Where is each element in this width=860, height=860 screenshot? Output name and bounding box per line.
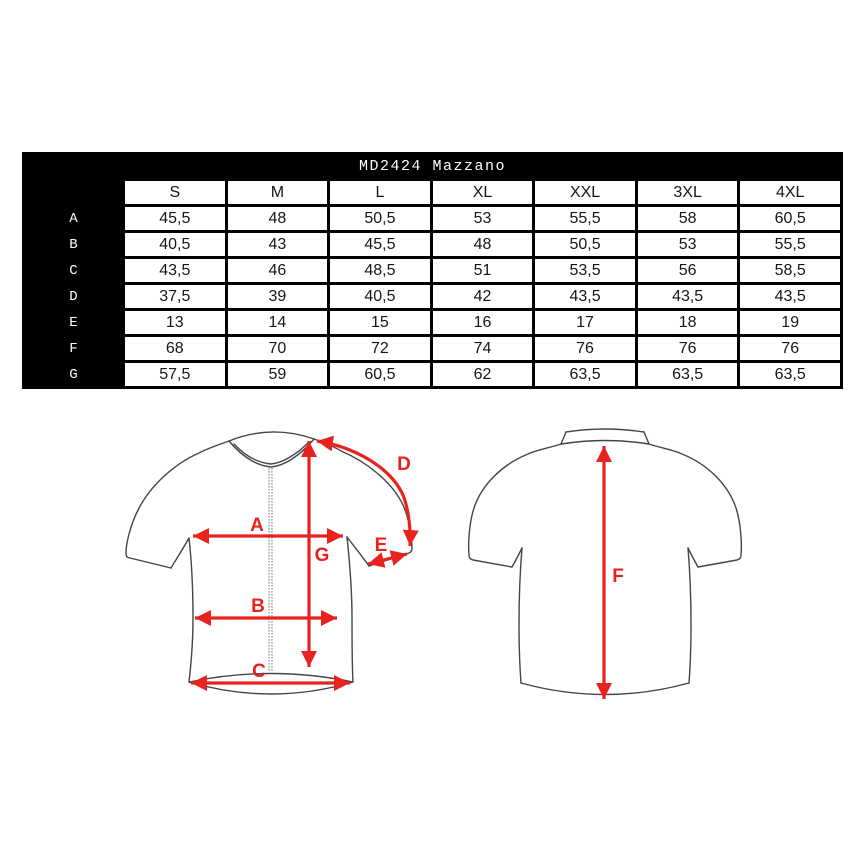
- size-value-cell: 16: [432, 311, 533, 334]
- size-value-cell: 43,5: [125, 259, 225, 282]
- size-value-cell: 15: [330, 311, 430, 334]
- size-value-cell: 55,5: [535, 207, 635, 230]
- size-value-cell: 45,5: [125, 207, 225, 230]
- measure-arrow-e: E: [367, 535, 408, 568]
- measure-arrow-d: D: [316, 435, 419, 547]
- column-header: 3XL: [637, 181, 738, 204]
- column-header: XXL: [535, 181, 635, 204]
- size-value-cell: 51: [432, 259, 533, 282]
- size-value-cell: 18: [637, 311, 738, 334]
- column-header: XL: [432, 181, 533, 204]
- row-label: F: [25, 337, 122, 360]
- size-value-cell: 42: [432, 285, 533, 308]
- size-value-cell: 60,5: [330, 363, 430, 386]
- size-value-cell: 56: [637, 259, 738, 282]
- row-label: B: [25, 233, 122, 256]
- size-chart-table: MD2424 Mazzano S M L XL XXL 3XL 4XL A 45,5 48 50,5…: [22, 152, 843, 389]
- size-value-cell: 48,5: [330, 259, 430, 282]
- column-header: S: [125, 181, 225, 204]
- size-value-cell: 76: [740, 337, 840, 360]
- table-corner-cell: [25, 181, 122, 204]
- size-value-cell: 74: [432, 337, 533, 360]
- column-header: M: [227, 181, 328, 204]
- size-value-cell: 63,5: [740, 363, 840, 386]
- size-value-cell: 72: [330, 337, 430, 360]
- row-label: D: [25, 285, 122, 308]
- row-label: A: [25, 207, 122, 230]
- size-value-cell: 60,5: [740, 207, 840, 230]
- measure-arrow-b: B: [195, 596, 337, 626]
- size-value-cell: 13: [125, 311, 225, 334]
- measure-arrow-g: G: [301, 441, 330, 667]
- size-value-cell: 68: [125, 337, 225, 360]
- size-value-cell: 14: [227, 311, 328, 334]
- column-header: 4XL: [740, 181, 840, 204]
- size-value-cell: 53: [432, 207, 533, 230]
- measure-label-e: E: [375, 535, 388, 556]
- size-value-cell: 62: [432, 363, 533, 386]
- size-value-cell: 50,5: [535, 233, 635, 256]
- size-value-cell: 39: [227, 285, 328, 308]
- size-value-cell: 43,5: [740, 285, 840, 308]
- measure-arrow-f: F: [596, 446, 624, 699]
- size-value-cell: 46: [227, 259, 328, 282]
- table-title: MD2424 Mazzano: [25, 155, 840, 178]
- size-value-cell: 58: [637, 207, 738, 230]
- measure-arrow-c: C: [191, 661, 350, 691]
- size-value-cell: 37,5: [125, 285, 225, 308]
- size-value-cell: 43: [227, 233, 328, 256]
- size-value-cell: 70: [227, 337, 328, 360]
- size-value-cell: 76: [637, 337, 738, 360]
- size-value-cell: 45,5: [330, 233, 430, 256]
- size-value-cell: 76: [535, 337, 635, 360]
- row-label: C: [25, 259, 122, 282]
- measure-arrow-a: A: [193, 515, 343, 544]
- size-value-cell: 43,5: [535, 285, 635, 308]
- size-value-cell: 58,5: [740, 259, 840, 282]
- measure-label-g: G: [315, 545, 330, 566]
- size-value-cell: 50,5: [330, 207, 430, 230]
- row-label: E: [25, 311, 122, 334]
- measure-label-a: A: [250, 515, 264, 536]
- measure-label-d: D: [397, 454, 411, 475]
- measure-label-b: B: [251, 596, 265, 617]
- size-value-cell: 48: [432, 233, 533, 256]
- size-value-cell: 53,5: [535, 259, 635, 282]
- row-label: G: [25, 363, 122, 386]
- size-value-cell: 19: [740, 311, 840, 334]
- size-value-cell: 40,5: [125, 233, 225, 256]
- column-header: L: [330, 181, 430, 204]
- measure-label-c: C: [252, 661, 266, 682]
- measure-label-f: F: [612, 566, 624, 587]
- size-value-cell: 57,5: [125, 363, 225, 386]
- size-value-cell: 17: [535, 311, 635, 334]
- size-value-cell: 48: [227, 207, 328, 230]
- size-value-cell: 59: [227, 363, 328, 386]
- size-value-cell: 63,5: [637, 363, 738, 386]
- size-value-cell: 43,5: [637, 285, 738, 308]
- size-value-cell: 40,5: [330, 285, 430, 308]
- size-value-cell: 63,5: [535, 363, 635, 386]
- size-value-cell: 53: [637, 233, 738, 256]
- size-value-cell: 55,5: [740, 233, 840, 256]
- jersey-back-outline: [467, 428, 743, 696]
